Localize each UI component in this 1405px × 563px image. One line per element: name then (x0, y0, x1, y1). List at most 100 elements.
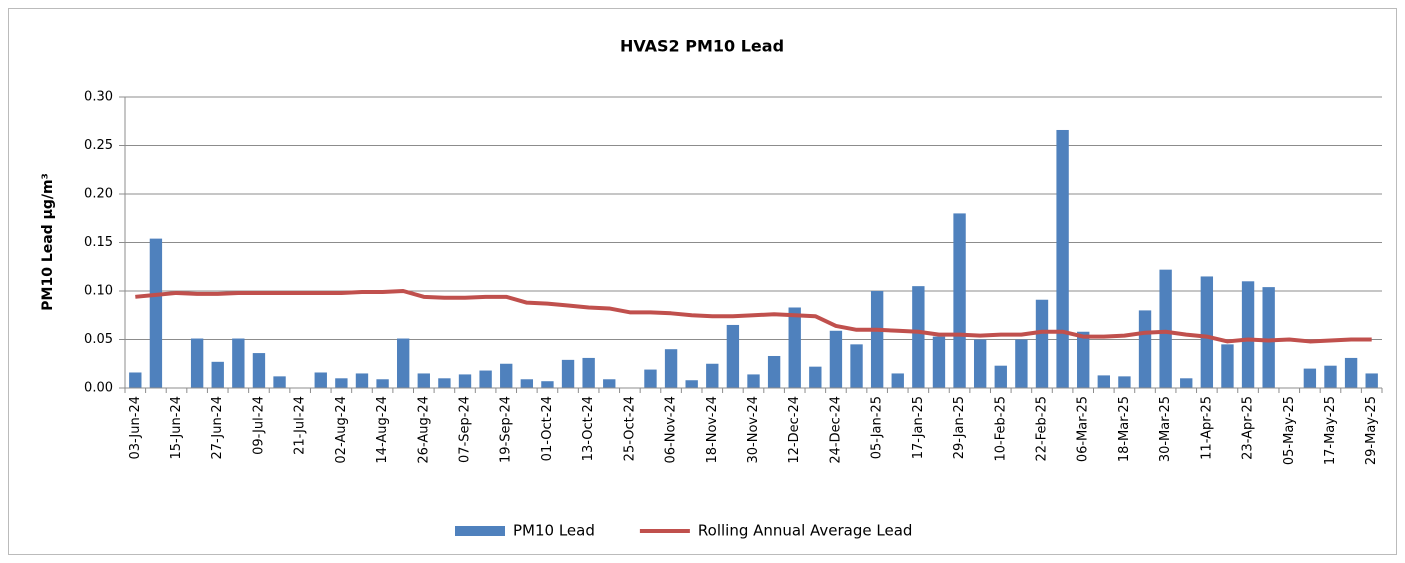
y-tick-label: 0.30 (84, 90, 113, 105)
x-tick-label: 12-Dec-24 (787, 396, 802, 464)
bar (706, 363, 719, 388)
bar (870, 291, 884, 388)
line (135, 289, 1372, 344)
bar (953, 213, 966, 388)
bar (1077, 331, 1090, 388)
bar (685, 380, 698, 388)
x-tick-label: 23-Apr-25 (1241, 396, 1256, 460)
legend-label: PM10 Lead (513, 522, 595, 540)
bar (1200, 276, 1214, 388)
bar (1035, 299, 1049, 388)
x-tick-label: 26-Aug-24 (416, 396, 431, 464)
x-tick-label: 18-Mar-25 (1117, 396, 1132, 462)
x-tick-label: 05-May-25 (1282, 396, 1297, 465)
bar (500, 363, 513, 388)
bar (891, 373, 904, 388)
bar (355, 373, 369, 388)
bar (1303, 368, 1317, 388)
bar (973, 339, 987, 388)
bar (1262, 287, 1275, 388)
bar (1097, 375, 1110, 388)
bar (1344, 357, 1358, 388)
x-tick-label: 18-Nov-24 (705, 396, 720, 464)
bar (541, 381, 554, 388)
bar (211, 361, 224, 388)
x-tick-label: 03-Jun-24 (128, 396, 143, 460)
bar (273, 376, 286, 388)
x-tick-label: 29-May-25 (1364, 396, 1379, 465)
x-tick-label: 29-Jan-25 (952, 396, 967, 459)
x-tick-label: 21-Jul-24 (293, 396, 308, 455)
bar (582, 357, 595, 388)
x-tick-label: 06-Mar-25 (1076, 396, 1091, 462)
chart-title: HVAS2 PM10 Lead (620, 37, 784, 56)
x-tick-label: 14-Aug-24 (375, 396, 390, 464)
x-tick-label: 22-Feb-25 (1034, 396, 1049, 461)
x-tick-label: 02-Aug-24 (334, 396, 349, 464)
x-tick-label: 06-Nov-24 (664, 396, 679, 464)
x-tick-label: 11-Apr-25 (1199, 396, 1214, 460)
bar (603, 379, 616, 388)
bar (438, 378, 451, 388)
x-tick-label: 10-Feb-25 (993, 396, 1008, 461)
bar (149, 238, 163, 388)
x-tick-label: 17-Jan-25 (911, 396, 926, 459)
bar (1324, 365, 1337, 388)
bar (664, 349, 678, 388)
y-tick-label: 0.05 (84, 332, 113, 347)
bar (520, 379, 534, 388)
y-tick-label: 0.10 (84, 284, 113, 299)
bar (850, 344, 863, 388)
y-tick-label: 0.15 (84, 235, 113, 250)
bar (767, 355, 781, 388)
bar (726, 324, 740, 388)
bar (1056, 129, 1069, 389)
bar (1159, 269, 1172, 388)
bar (232, 338, 245, 388)
bar (561, 359, 575, 388)
legend-label: Rolling Annual Average Lead (698, 522, 913, 540)
bar (458, 374, 472, 388)
bar (932, 336, 946, 388)
x-tick-label: 24-Dec-24 (828, 396, 843, 464)
bar (1180, 378, 1193, 388)
bar (1241, 281, 1255, 388)
bar (809, 366, 822, 388)
x-tick-label: 07-Sep-24 (458, 396, 473, 463)
x-tick-label: 13-Oct-24 (581, 396, 596, 461)
y-tick-label: 0.00 (84, 381, 113, 396)
bar (829, 330, 843, 388)
x-tick-label: 05-Jan-25 (870, 396, 885, 459)
legend-swatch (455, 526, 505, 536)
bar (1365, 373, 1378, 388)
x-tick-label: 30-Mar-25 (1158, 396, 1173, 462)
bar (479, 370, 492, 388)
bar (912, 286, 925, 388)
y-tick-label: 0.20 (84, 187, 113, 202)
y-tick-label: 0.25 (84, 138, 113, 153)
bar (1015, 339, 1028, 388)
bar (129, 372, 142, 388)
bar (747, 374, 760, 388)
bar (376, 379, 389, 388)
bar (252, 353, 266, 388)
x-tick-label: 17-May-25 (1323, 396, 1338, 465)
bar (417, 373, 430, 388)
bar (994, 365, 1007, 388)
bar (335, 378, 348, 388)
bar (788, 307, 801, 388)
bar (1138, 310, 1152, 388)
bar (1221, 344, 1234, 388)
x-tick-label: 27-Jun-24 (210, 396, 225, 460)
x-tick-label: 01-Oct-24 (540, 396, 555, 461)
bar (314, 372, 327, 388)
x-tick-label: 15-Jun-24 (169, 396, 184, 460)
bar (397, 338, 410, 388)
x-tick-label: 30-Nov-24 (746, 396, 761, 464)
chart-border (8, 8, 1397, 555)
bar (190, 338, 204, 388)
bar (1118, 376, 1131, 388)
x-tick-label: 19-Sep-24 (499, 396, 514, 463)
bar (644, 369, 657, 388)
